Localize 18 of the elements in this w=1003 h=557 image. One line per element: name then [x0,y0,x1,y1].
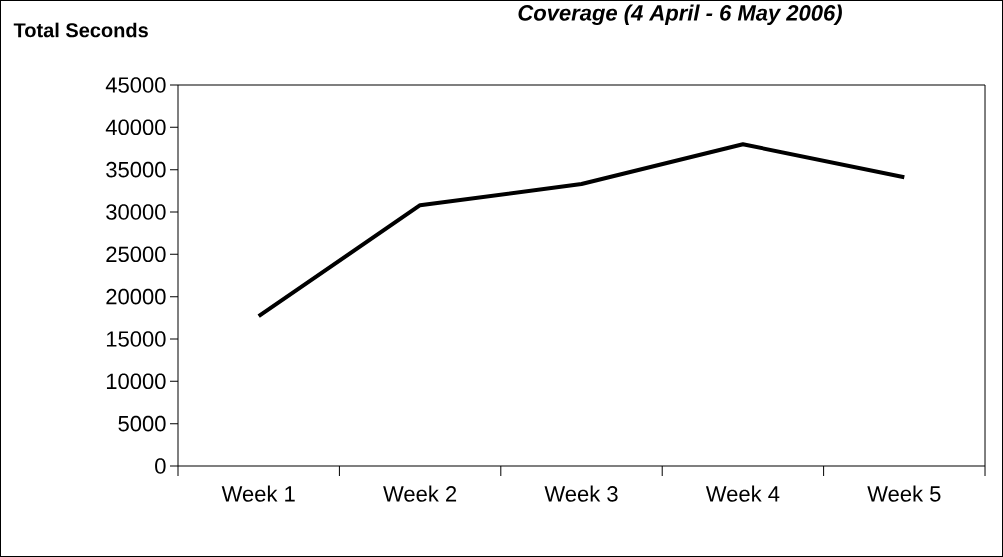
y-tick-label: 45000 [105,77,166,93]
y-tick-label: 35000 [106,161,166,178]
x-tick-label: Week 2 [383,485,457,502]
x-tick-label: Week 3 [544,485,618,502]
y-tick-label: 0 [155,458,166,474]
chart-title: Coverage (4 April - 6 May 2006) [518,4,842,26]
line-series [256,142,907,319]
x-tick-label: Week 5 [867,485,941,502]
y-tick-label: 20000 [106,288,166,305]
x-tick-label: Week 1 [221,485,295,502]
y-tick-label: 10000 [106,373,166,390]
y-axis-title: Total Seconds [13,22,148,38]
y-tick-label: 5000 [118,415,166,432]
x-tick-label: Week 4 [705,485,780,502]
y-tick-label: 30000 [106,204,166,220]
y-tick-label: 40000 [105,119,166,136]
y-tick-label: 15000 [106,331,166,347]
y-tick-label: 25000 [106,246,166,263]
